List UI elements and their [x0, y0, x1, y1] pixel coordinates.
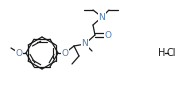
- Text: O: O: [105, 30, 111, 39]
- Text: N: N: [99, 12, 105, 22]
- Text: N: N: [82, 39, 88, 49]
- Text: O: O: [15, 49, 23, 58]
- Text: Cl: Cl: [166, 48, 176, 58]
- Text: O: O: [62, 49, 68, 58]
- Text: H: H: [158, 48, 166, 58]
